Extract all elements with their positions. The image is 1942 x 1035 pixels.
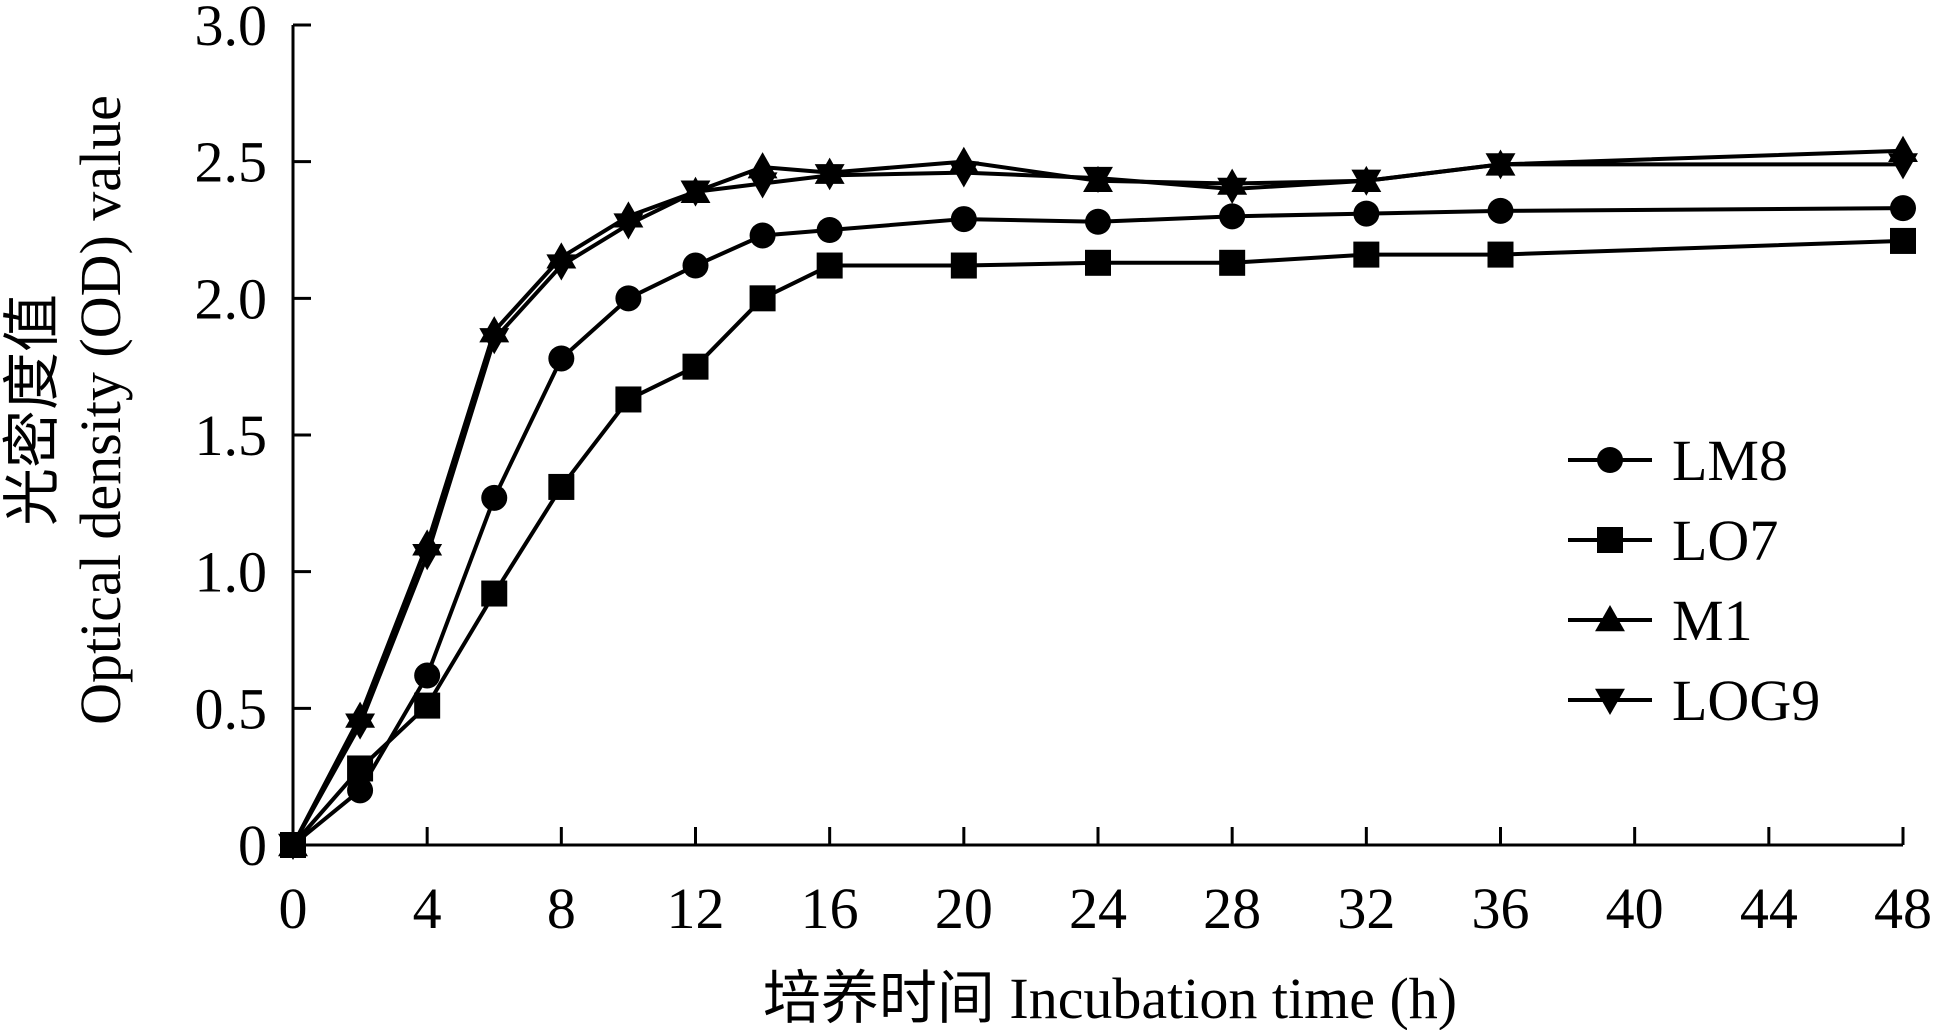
- marker-circle-lm8-point: [1219, 203, 1246, 230]
- x-axis-title: 培养时间 Incubation time (h): [763, 966, 1457, 1030]
- legend-label-lo7: LO7: [1672, 508, 1778, 573]
- legend-label-log9: LOG9: [1672, 668, 1820, 733]
- marker-circle-lm8-point: [749, 222, 776, 249]
- series-lo7: [280, 227, 1916, 858]
- x-tick-label: 44: [1740, 876, 1798, 941]
- x-tick-label: 24: [1069, 876, 1127, 941]
- marker-square-lo7-point: [1487, 241, 1514, 268]
- series-layer: [278, 135, 1918, 860]
- marker-circle-lm8-point: [1890, 195, 1916, 222]
- marker-square-lo7-point: [615, 386, 642, 413]
- y-tick-label: 1.0: [195, 540, 268, 605]
- x-tick-label: 16: [801, 876, 859, 941]
- marker-circle-lm8-point: [1353, 200, 1380, 227]
- marker-square-lo7-point: [816, 252, 843, 279]
- marker-triangle-down-log9-point: [747, 172, 778, 199]
- marker-square-lo7-point: [1890, 227, 1916, 254]
- marker-square-lo7-point: [1353, 241, 1380, 268]
- marker-square-lo7-point: [682, 353, 709, 380]
- marker-triangle-down-log9-point: [613, 213, 644, 240]
- legend-item-lo7: LO7: [1568, 508, 1778, 573]
- marker-triangle-down-log9-point: [814, 164, 845, 191]
- marker-triangle-down-log9-point: [412, 544, 443, 571]
- marker-triangle-down-legend-log9: [1595, 688, 1625, 715]
- marker-square-lo7-point: [414, 692, 441, 719]
- marker-triangle-down-log9-point: [546, 254, 577, 281]
- marker-square-lo7-point: [749, 285, 776, 312]
- marker-square-lo7-point: [481, 580, 508, 607]
- x-tick-label: 32: [1337, 876, 1395, 941]
- x-tick-label: 28: [1203, 876, 1261, 941]
- marker-circle-lm8-point: [1085, 208, 1111, 235]
- marker-circle-lm8-point: [950, 206, 977, 233]
- y-axis-title-chinese: 光密度值: [0, 294, 65, 526]
- y-tick-label: 0.5: [195, 676, 268, 741]
- marker-triangle-down-log9-point: [1217, 177, 1248, 204]
- marker-circle-lm8-point: [1487, 197, 1514, 224]
- x-tick-label: 0: [279, 876, 308, 941]
- legend-label-lm8: LM8: [1672, 428, 1788, 493]
- marker-triangle-up-legend-m1: [1595, 605, 1625, 632]
- marker-circle-lm8-point: [615, 285, 642, 312]
- legend: LM8 LO7 M1 LOG9: [1568, 428, 1820, 733]
- marker-square-lo7-point: [950, 252, 977, 279]
- x-tick-label: 12: [667, 876, 725, 941]
- y-tick-label: 2.5: [195, 130, 268, 195]
- marker-triangle-down-log9-point: [278, 833, 308, 860]
- marker-circle-lm8-point: [548, 345, 575, 372]
- series-line-lo7: [291, 238, 1904, 847]
- x-tick-label: 48: [1874, 876, 1932, 941]
- series-m1: [278, 135, 1918, 857]
- marker-circle-lm8-point: [481, 484, 508, 511]
- marker-circle-lm8-point: [347, 777, 374, 804]
- y-axis-title-english: Optical density (OD) value: [68, 95, 133, 725]
- marker-triangle-down-log9-point: [1485, 153, 1516, 180]
- marker-square-lo7-point: [1219, 249, 1246, 276]
- series-log9: [278, 153, 1918, 860]
- marker-square-lo7-point: [548, 473, 575, 500]
- marker-triangle-down-log9-point: [948, 161, 979, 188]
- marker-circle-lm8-point: [816, 217, 843, 243]
- marker-circle-legend-lm8: [1597, 447, 1623, 473]
- marker-triangle-down-log9-point: [345, 713, 376, 740]
- y-tick-label: 1.5: [195, 403, 268, 468]
- x-tick-label: 8: [547, 876, 576, 941]
- x-tick-label: 4: [413, 876, 442, 941]
- marker-triangle-down-log9-point: [479, 328, 510, 355]
- legend-item-lm8: LM8: [1568, 428, 1788, 493]
- marker-triangle-down-log9-point: [680, 180, 711, 207]
- y-tick-label: 2.0: [195, 266, 268, 331]
- marker-square-lo7-point: [347, 755, 374, 782]
- x-tick-label: 20: [935, 876, 993, 941]
- legend-item-m1: M1: [1568, 588, 1753, 653]
- marker-circle-lm8-point: [682, 252, 709, 279]
- x-tick-label: 36: [1472, 876, 1530, 941]
- legend-label-m1: M1: [1672, 588, 1753, 653]
- marker-triangle-down-log9-point: [1083, 166, 1113, 194]
- y-tick-label: 0: [238, 813, 267, 878]
- y-tick-label: 3.0: [195, 0, 268, 58]
- marker-triangle-down-log9-point: [1888, 153, 1918, 180]
- marker-triangle-down-log9-point: [1351, 169, 1382, 196]
- marker-square-lo7-point: [1085, 249, 1111, 276]
- axes: 0 4 8 12 16 20 24 28 32 36 40 44 4800.51.01.52.02.53…: [195, 0, 1933, 941]
- marker-circle-lm8-point: [414, 662, 441, 689]
- marker-triangle-up-m1-point: [747, 152, 778, 179]
- labels-layer: 培养时间 Incubation time (h) 光密度值 Optical de…: [0, 95, 1457, 1031]
- x-tick-label: 40: [1606, 876, 1664, 941]
- legend-item-log9: LOG9: [1568, 668, 1820, 733]
- marker-square-legend-lo7: [1597, 527, 1623, 553]
